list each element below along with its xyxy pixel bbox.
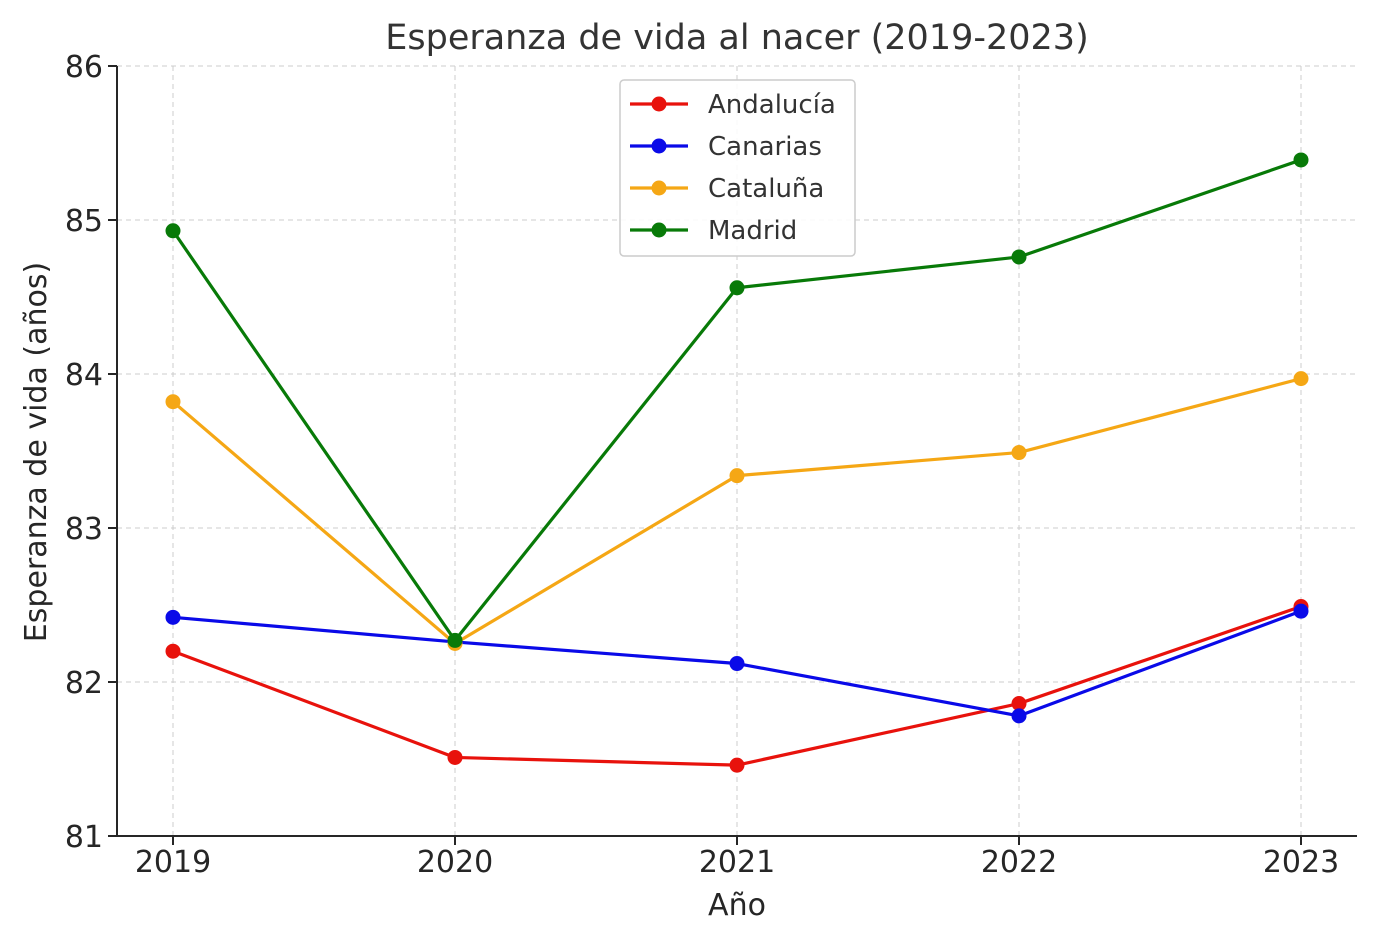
legend-entry: Andalucía [630,90,836,120]
data-point [1011,708,1027,724]
legend: Andalucía Canarias Cataluña Madrid [619,79,856,257]
legend-swatch-marker [651,138,667,154]
data-point [165,394,181,410]
x-tick-label: 2020 [417,845,493,880]
legend-label: Andalucía [708,90,836,120]
legend-entry: Cataluña [630,174,824,204]
y-tick-label: 82 [65,666,103,701]
legend-frame [619,79,856,257]
x-tick-label: 2019 [135,845,211,880]
data-point [1011,696,1027,712]
chart-title: Esperanza de vida al nacer (2019-2023) [385,18,1088,58]
legend-swatch-marker [651,180,667,196]
data-point [447,632,463,648]
axes: 81 82 83 84 85 86 2019 2020 2021 2022 2023 [65,50,1357,880]
legend-swatch-marker [651,96,667,112]
data-point [729,757,745,773]
x-axis-label: Año [708,888,766,923]
data-point [729,656,745,672]
y-tick-label: 86 [65,50,103,85]
series-canarias [165,603,1309,724]
data-point [729,280,745,296]
x-tick-label: 2022 [981,845,1057,880]
x-tick-label: 2021 [699,845,775,880]
data-point [165,223,181,239]
y-tick-label: 84 [65,358,103,393]
series-madrid [165,152,1309,648]
series [165,152,1309,773]
data-point [1293,371,1309,387]
data-point [447,749,463,765]
data-point [729,468,745,484]
legend-entry: Canarias [630,132,822,162]
legend-label: Cataluña [708,174,824,204]
y-tick-label: 81 [65,820,103,855]
y-axis-label: Esperanza de vida (años) [19,262,54,642]
legend-label: Canarias [708,132,822,162]
x-tick-label: 2023 [1263,845,1339,880]
data-point [1011,445,1027,461]
legend-swatch-marker [651,222,667,238]
data-point [165,609,181,625]
data-point [1011,249,1027,265]
legend-entry: Madrid [630,216,797,246]
y-tick-label: 85 [65,204,103,239]
y-tick-label: 83 [65,512,103,547]
legend-label: Madrid [708,216,797,246]
data-point [165,643,181,659]
data-point [1293,603,1309,619]
series-andalucía [165,599,1309,773]
data-point [1293,152,1309,168]
